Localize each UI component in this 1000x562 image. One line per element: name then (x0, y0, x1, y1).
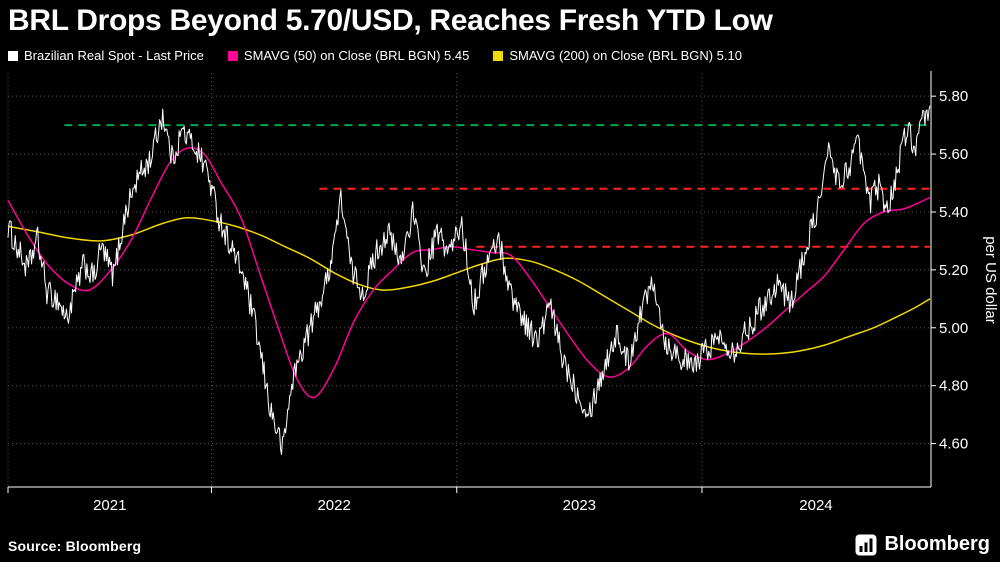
legend-item-sma50: SMAVG (50) on Close (BRL BGN) 5.45 (227, 48, 470, 63)
chart-footer: Source: Bloomberg Bloomberg (0, 526, 1000, 562)
y-axis-title: per US dollar (982, 236, 999, 324)
legend-label-spot: Brazilian Real Spot - Last Price (24, 48, 204, 63)
spot-price-line (7, 105, 931, 455)
sma200-swatch-icon (493, 50, 504, 61)
legend-label-sma200: SMAVG (200) on Close (BRL BGN) 5.10 (509, 48, 742, 63)
sma50-swatch-icon (227, 50, 238, 61)
y-axis-tick-label: 4.80 (939, 378, 968, 395)
sma50-line (7, 147, 931, 399)
bloomberg-logo: Bloomberg (855, 533, 990, 556)
price-chart: 4.60 4.80 5.00 5.20 5.40 5.60 5.80 2021 2022 2023… (7, 71, 999, 514)
x-axis-tick-label: 2022 (317, 497, 350, 514)
y-axis-tick-label: 5.60 (939, 146, 968, 163)
bloomberg-wordmark: Bloomberg (884, 533, 990, 555)
y-axis-tick-label: 5.40 (939, 204, 968, 221)
y-axis-tick-label: 5.00 (939, 320, 968, 337)
y-axis-tick-label: 5.20 (939, 262, 968, 279)
x-axis-tick-label: 2023 (563, 497, 596, 514)
legend-label-sma50: SMAVG (50) on Close (BRL BGN) 5.45 (243, 48, 470, 63)
page-title: BRL Drops Beyond 5.70/USD, Reaches Fresh… (8, 4, 773, 37)
sma200-line (7, 216, 931, 355)
source-attribution: Source: Bloomberg (8, 538, 142, 554)
spot-swatch-icon (8, 50, 18, 61)
x-axis-tick-label: 2021 (93, 497, 126, 514)
chart-legend: Brazilian Real Spot - Last Price SMAVG (… (0, 38, 1000, 63)
y-axis-tick-label: 5.80 (939, 88, 968, 105)
y-axis-tick-label: 4.60 (939, 436, 968, 453)
x-axis-tick-label: 2024 (799, 497, 832, 514)
legend-item-spot: Brazilian Real Spot - Last Price (8, 48, 204, 63)
bloomberg-chart-bars-icon (855, 534, 877, 555)
legend-item-sma200: SMAVG (200) on Close (BRL BGN) 5.10 (493, 48, 742, 63)
